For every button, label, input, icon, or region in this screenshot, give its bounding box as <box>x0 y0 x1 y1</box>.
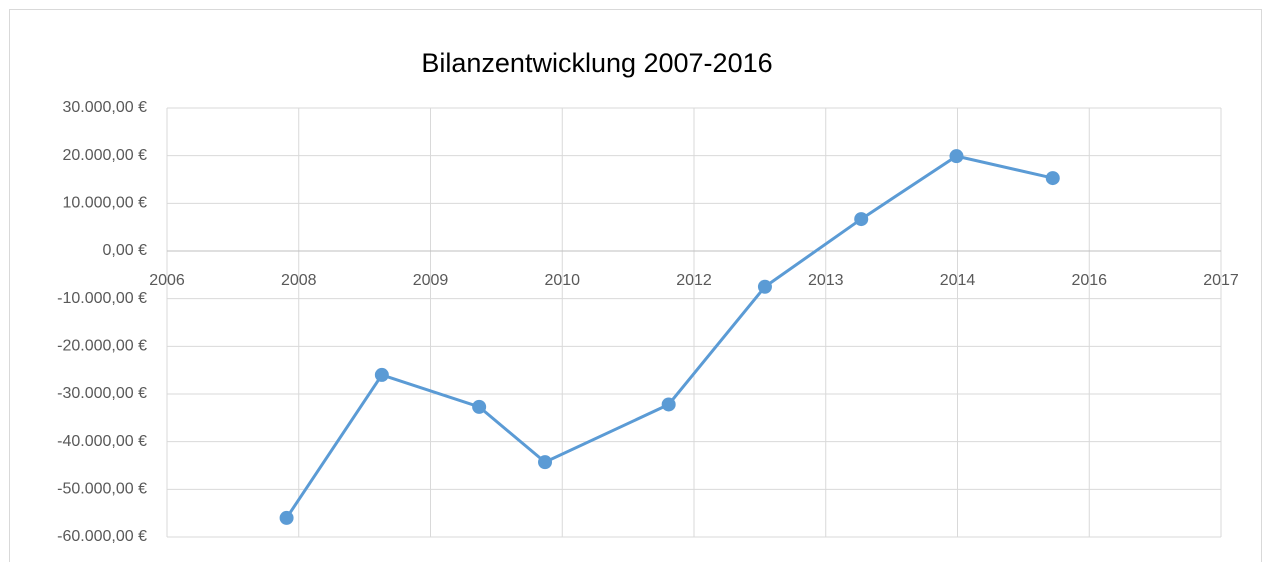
data-point <box>374 367 389 382</box>
x-tick-label: 2006 <box>149 272 185 289</box>
y-tick-label: -40.000,00 € <box>57 433 147 450</box>
data-point <box>854 212 869 227</box>
y-tick-label: -20.000,00 € <box>57 338 147 355</box>
y-tick-label: 0,00 € <box>103 242 148 259</box>
x-tick-label: 2017 <box>1203 272 1239 289</box>
chart-frame <box>9 9 1262 562</box>
y-tick-label: -50.000,00 € <box>57 481 147 498</box>
x-tick-label: 2008 <box>281 272 317 289</box>
data-point <box>538 455 553 470</box>
y-tick-label: 20.000,00 € <box>62 147 147 164</box>
x-tick-label: 2009 <box>413 272 449 289</box>
x-tick-label: 2013 <box>808 272 844 289</box>
data-point <box>472 399 487 414</box>
data-point <box>757 279 772 294</box>
data-point <box>1045 171 1060 186</box>
y-tick-label: 10.000,00 € <box>62 195 147 212</box>
x-tick-label: 2012 <box>676 272 712 289</box>
y-tick-label: -30.000,00 € <box>57 385 147 402</box>
x-tick-label: 2014 <box>940 272 976 289</box>
x-tick-label: 2016 <box>1071 272 1107 289</box>
y-tick-label: -10.000,00 € <box>57 290 147 307</box>
data-point <box>661 397 676 412</box>
y-tick-label: -60.000,00 € <box>57 528 147 545</box>
data-point <box>949 149 964 164</box>
y-tick-label: 30.000,00 € <box>62 99 147 116</box>
x-tick-label: 2010 <box>544 272 580 289</box>
data-point <box>279 510 294 525</box>
chart-title: Bilanzentwicklung 2007-2016 <box>421 48 772 78</box>
